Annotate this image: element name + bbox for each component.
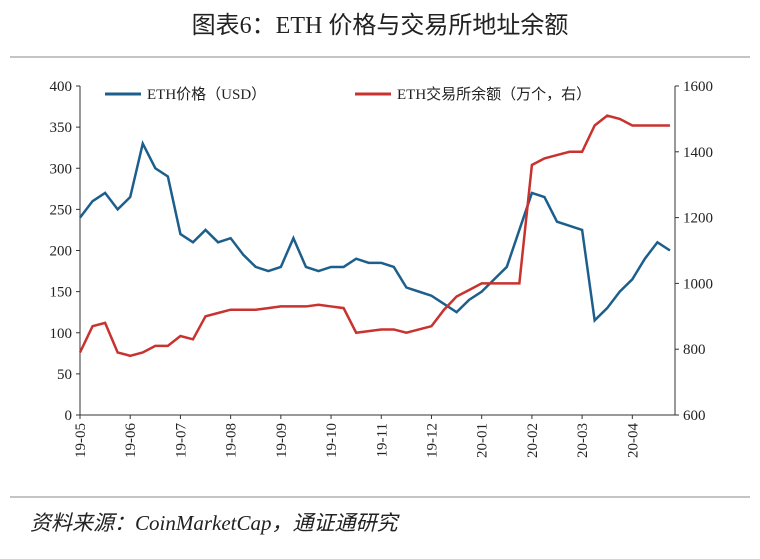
source: 资料来源：CoinMarketCap，通证通研究 <box>30 511 400 535</box>
y2-tick-label: 600 <box>683 408 706 424</box>
legend-label: ETH交易所余额（万个，右） <box>397 85 591 103</box>
y-tick-label: 0 <box>65 408 73 424</box>
x-tick-label: 19-09 <box>274 423 290 458</box>
x-tick-label: 19-10 <box>324 423 340 458</box>
x-tick-label: 19-12 <box>424 423 440 458</box>
x-tick-label: 19-07 <box>173 423 189 458</box>
series-line <box>78 114 670 358</box>
y-tick-label: 400 <box>50 79 73 95</box>
series-line <box>79 139 671 324</box>
chart-title: 图表6：ETH 价格与交易所地址余额 <box>192 12 569 39</box>
y2-tick-label: 1600 <box>683 79 713 95</box>
x-tick-label: 19-06 <box>123 423 139 458</box>
y-tick-label: 250 <box>50 202 73 218</box>
y2-tick-label: 1000 <box>683 276 713 292</box>
legend-label: ETH价格（USD） <box>147 86 266 103</box>
x-tick-label: 20-04 <box>625 423 641 458</box>
x-tick-label: 19-08 <box>224 423 240 458</box>
x-tick-label: 20-02 <box>525 423 541 458</box>
y-tick-label: 100 <box>50 326 73 342</box>
y-tick-label: 300 <box>50 161 73 177</box>
x-tick-label: 20-03 <box>575 423 591 458</box>
x-tick-label: 19-11 <box>374 423 390 457</box>
y2-tick-label: 800 <box>683 342 706 358</box>
y2-tick-label: 1400 <box>683 145 713 161</box>
y-tick-label: 50 <box>57 367 72 383</box>
x-tick-label: 20-01 <box>475 423 491 458</box>
y-tick-label: 200 <box>50 244 73 260</box>
y2-tick-label: 1200 <box>683 211 713 227</box>
y-tick-label: 350 <box>50 120 73 136</box>
y-tick-label: 150 <box>50 285 73 301</box>
x-tick-label: 19-05 <box>73 423 89 458</box>
